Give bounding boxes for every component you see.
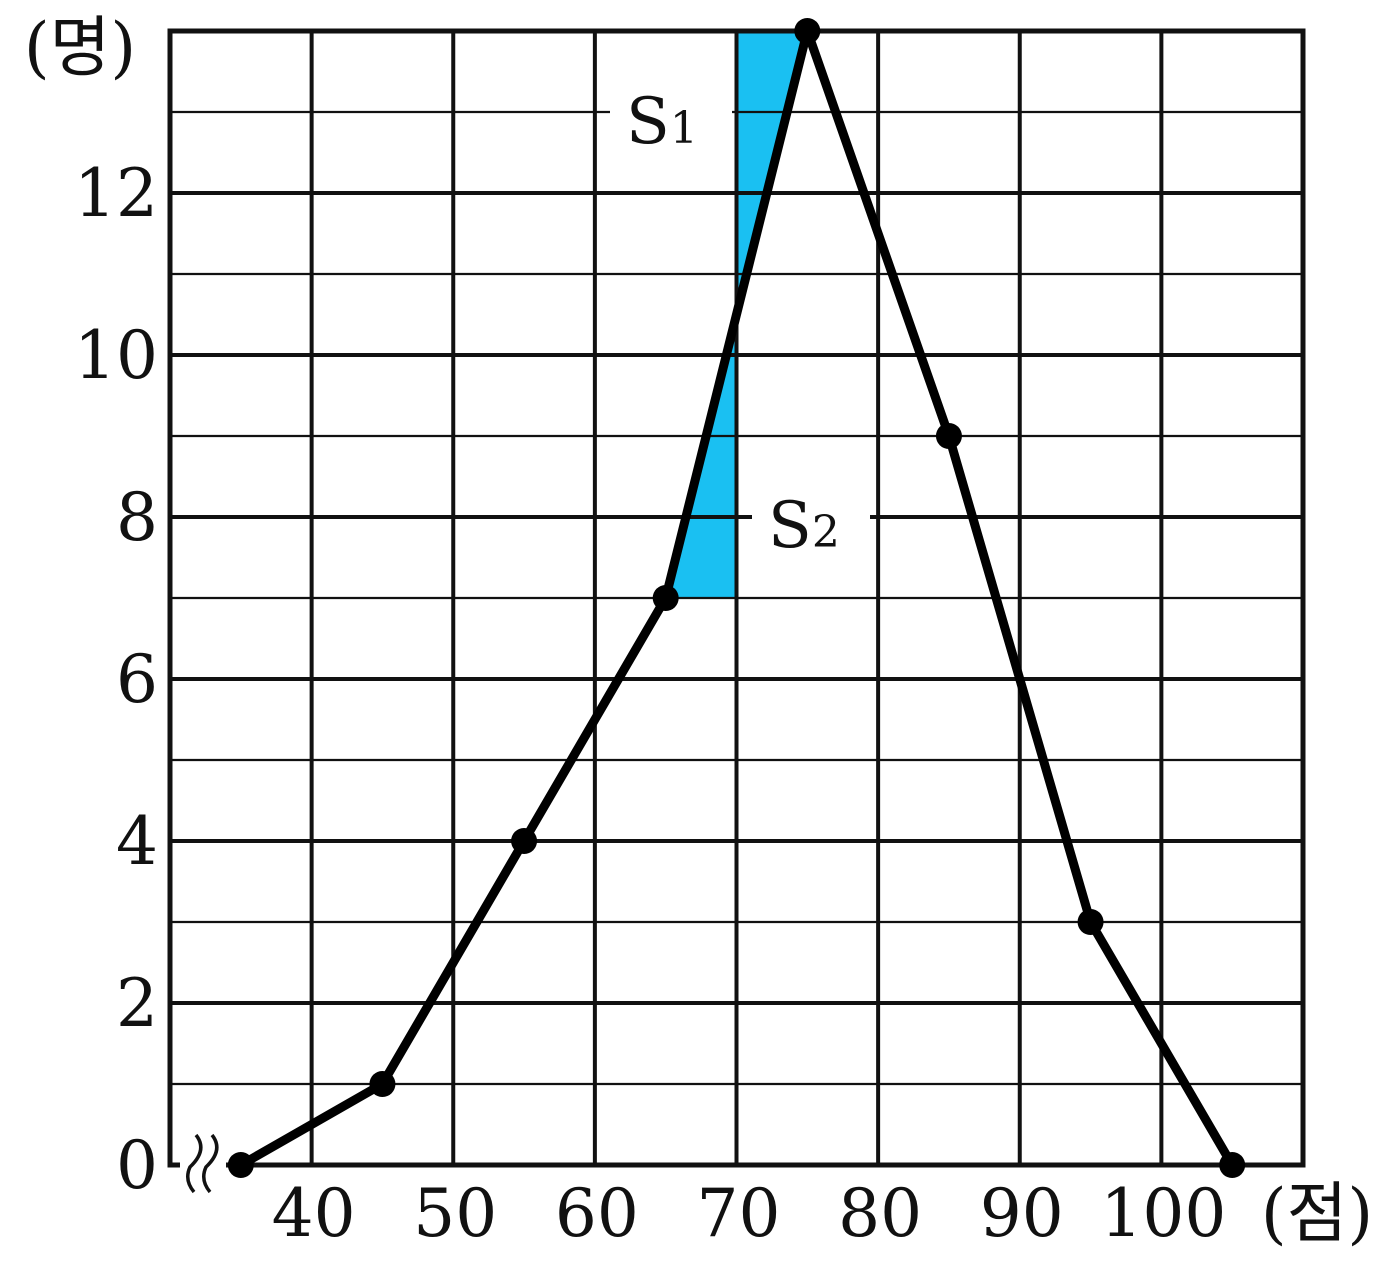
x-tick-label: 50	[413, 1175, 497, 1252]
x-tick-label: 70	[697, 1175, 781, 1252]
data-point	[652, 585, 679, 611]
series	[227, 18, 1246, 1178]
x-tick-label: 80	[838, 1175, 922, 1252]
region-label-background	[752, 473, 870, 561]
y-tick-label: 10	[74, 317, 158, 394]
data-point	[1077, 909, 1104, 935]
y-tick-label: 8	[116, 479, 158, 556]
plot-frame	[167, 28, 1306, 1168]
axis-break-mark	[180, 1130, 226, 1194]
y-tick-label: 12	[74, 155, 158, 232]
series-line	[238, 26, 1237, 1169]
region-label-subscript: 2	[812, 507, 840, 558]
grid	[170, 31, 1303, 1165]
data-point	[369, 1071, 396, 1097]
axis-break-curve	[186, 1133, 203, 1194]
y-tick-label: 0	[116, 1127, 158, 1204]
region-label-background	[610, 69, 732, 157]
x-axis-unit-label: (점)	[1261, 1175, 1373, 1252]
y-tick-label: 6	[116, 641, 158, 718]
x-tick-label: 100	[1100, 1175, 1226, 1252]
data-point	[511, 828, 538, 854]
y-axis-unit-label: (명)	[24, 9, 136, 86]
x-tick-label: 60	[555, 1175, 639, 1252]
data-point	[1219, 1152, 1246, 1178]
y-tick-label: 2	[116, 965, 158, 1042]
data-point	[227, 1152, 254, 1178]
region-label-subscript: 1	[670, 103, 698, 154]
plot-border	[167, 28, 1306, 1168]
axis-break-gap	[180, 1130, 226, 1174]
data-point	[794, 18, 821, 44]
x-tick-label: 90	[980, 1175, 1064, 1252]
y-tick-label: 4	[116, 803, 158, 880]
data-point	[935, 423, 962, 449]
axis-break-curve	[202, 1133, 219, 1194]
x-tick-label: 40	[272, 1175, 356, 1252]
